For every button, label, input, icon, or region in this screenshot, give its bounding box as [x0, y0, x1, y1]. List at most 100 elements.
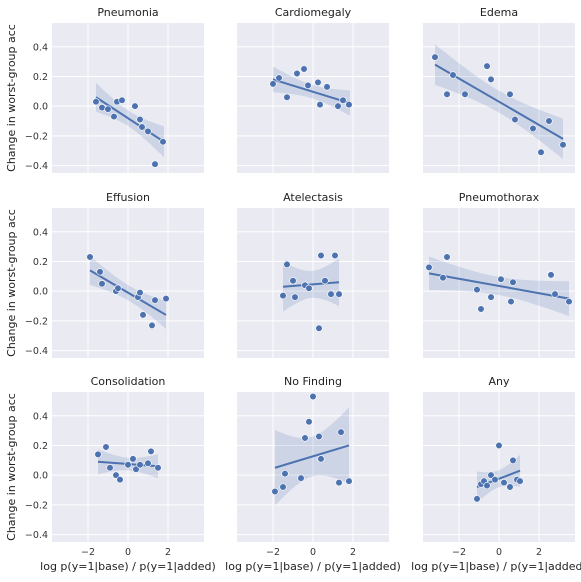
data-point [321, 277, 329, 285]
data-point [144, 459, 152, 467]
data-point [487, 293, 495, 301]
x-tick-label: 2 [350, 547, 356, 558]
x-tick-label: 0 [125, 547, 131, 558]
data-point [139, 311, 147, 319]
y-tick-label: −0.4 [25, 346, 48, 357]
data-point [339, 96, 347, 104]
data-point [86, 253, 94, 261]
data-point [281, 470, 289, 478]
data-point [136, 461, 144, 469]
data-point [335, 290, 343, 298]
data-point [305, 418, 313, 426]
data-point [275, 74, 283, 82]
data-point [487, 75, 495, 84]
data-point [497, 275, 505, 283]
data-point [102, 443, 110, 451]
data-point [279, 292, 287, 300]
y-axis-label: Change in worst-group acc [5, 24, 18, 172]
data-point [335, 478, 343, 487]
x-axis-label: log p(y=1|base) / p(y=1|added) [40, 560, 216, 573]
panel-title: Cardiomegaly [275, 6, 352, 19]
regression-line [274, 444, 350, 469]
data-point [279, 483, 287, 491]
data-point [162, 294, 170, 303]
x-tick-label: 2 [536, 547, 542, 558]
data-point [114, 284, 122, 292]
data-point [138, 123, 146, 131]
data-point [516, 477, 524, 485]
data-point [495, 441, 503, 450]
data-point [159, 138, 167, 146]
panel-pneumonia: Pneumonia −0.4 −0.2 0.0 0.2 0.4 Change in wors… [5, 6, 204, 173]
panel-title: Effusion [106, 191, 150, 204]
data-point [98, 280, 106, 288]
data-point [154, 464, 162, 472]
regression-line [95, 96, 165, 143]
data-point [431, 53, 439, 61]
data-point [94, 450, 102, 458]
data-point [506, 90, 514, 98]
data-point [147, 447, 155, 456]
data-point [545, 117, 553, 125]
data-point [507, 297, 515, 306]
x-tick-label: −2 [266, 547, 280, 558]
data-point [529, 124, 537, 133]
y-tick-label: 0.4 [33, 227, 48, 238]
data-point [289, 277, 297, 285]
panel-atelectasis: Atelectasis [237, 191, 389, 358]
x-tick-label: −2 [452, 547, 466, 558]
data-point [104, 105, 112, 113]
regression-line [434, 63, 564, 140]
regression-line [89, 269, 167, 316]
data-point [323, 83, 331, 91]
y-tick-label: 0.0 [33, 102, 48, 113]
data-point [509, 456, 517, 464]
y-tick-label: 0.4 [33, 42, 48, 53]
regression-line [282, 281, 340, 288]
data-point [110, 112, 118, 121]
regression-line [272, 78, 351, 105]
x-tick-label: 0 [310, 547, 316, 558]
data-point [116, 476, 124, 484]
data-point [345, 101, 353, 109]
data-point [537, 148, 545, 156]
data-point [301, 434, 309, 442]
panel-any: Any −2 0 2 log p(y=1|base) / p(y=1|added) [411, 375, 581, 573]
data-point [283, 260, 291, 269]
data-point [506, 483, 514, 491]
data-point [317, 251, 325, 260]
panel-consolidation: Consolidation −0.4 −0.2 0.0 0.2 0.4 Change in … [5, 375, 216, 573]
data-point [511, 115, 519, 124]
data-point [345, 477, 353, 485]
data-point [547, 271, 555, 279]
data-point [483, 62, 491, 70]
data-point [118, 96, 126, 104]
x-tick-label: −2 [81, 547, 95, 558]
data-point [500, 478, 508, 487]
data-point [327, 290, 335, 298]
data-point [337, 428, 345, 436]
y-axis-label: Change in worst-group acc [5, 393, 18, 541]
data-point [269, 80, 277, 88]
panel-title: Edema [480, 6, 518, 19]
data-point [98, 104, 106, 112]
data-point [473, 495, 481, 503]
y-tick-label: 0.2 [33, 72, 48, 83]
data-point [509, 278, 517, 286]
data-point [473, 286, 481, 294]
data-point [305, 284, 313, 292]
data-point [443, 90, 451, 98]
data-point [425, 263, 433, 272]
data-point [144, 127, 152, 136]
data-point [112, 471, 120, 479]
data-point [132, 465, 140, 473]
x-axis-label: log p(y=1|base) / p(y=1|added) [225, 560, 401, 573]
panel-no-finding: No Finding −2 0 2 log p(y=1|base) / p(y=1|ad… [225, 375, 401, 573]
y-axis-label: Change in worst-group acc [5, 209, 18, 357]
y-tick-label: 0.4 [33, 411, 48, 422]
y-tick-label: 0.2 [33, 441, 48, 452]
data-point [315, 432, 323, 441]
panel-title: Pneumonia [97, 6, 158, 19]
data-point [106, 464, 114, 472]
x-tick-label: 2 [165, 547, 171, 558]
